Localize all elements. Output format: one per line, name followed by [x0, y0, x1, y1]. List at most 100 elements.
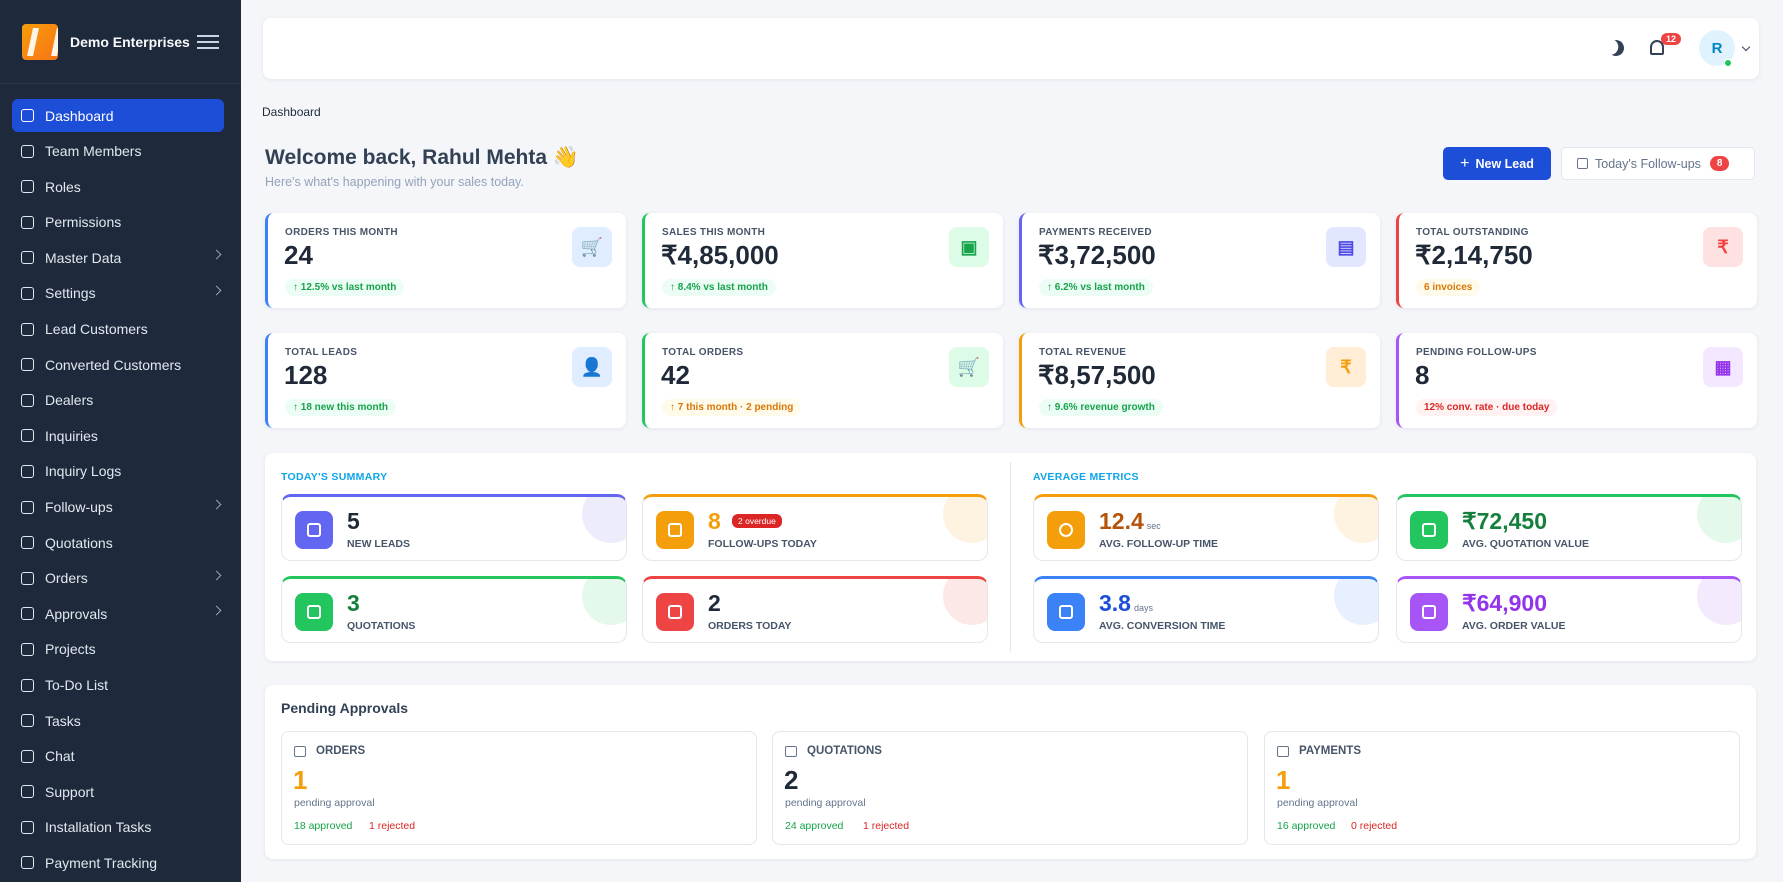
summary-orders-today[interactable]: 2 ORDERS TODAY [642, 576, 988, 643]
sidebar-item-payment-tracking[interactable]: Payment Tracking [12, 846, 224, 879]
average-metrics-title: AVERAGE METRICS [1033, 471, 1139, 483]
metric-value: 3.8 days [1099, 590, 1153, 617]
sidebar-item-label: Converted Customers [45, 356, 182, 373]
chevron-down-icon[interactable] [1741, 42, 1751, 52]
sidebar-item-label: Support [45, 783, 95, 800]
stat-card-pending-follow-ups[interactable]: PENDING FOLLOW-UPS 8 12% conv. rate · du… [1396, 333, 1757, 428]
sidebar-item-label: Projects [45, 641, 96, 658]
todays-follow-ups-button[interactable]: Today's Follow-ups 8 [1561, 147, 1755, 180]
new-lead-button[interactable]: + New Lead [1443, 147, 1551, 180]
sliders-icon [21, 251, 34, 265]
stat-label: ORDERS THIS MONTH [285, 227, 398, 238]
stat-label: SALES THIS MONTH [662, 227, 766, 238]
group-icon [21, 322, 34, 336]
summary-label: QUOTATIONS [347, 620, 416, 632]
calendar-icon [656, 511, 694, 549]
breadcrumb: Dashboard [262, 105, 321, 119]
stat-card-orders-this-month[interactable]: ORDERS THIS MONTH 24 ↑ 12.5% vs last mon… [265, 213, 626, 308]
page-title: Welcome back, Rahul Mehta 👋 [265, 146, 580, 169]
metric-avg-order-value[interactable]: ₹64,900 AVG. ORDER VALUE [1396, 576, 1742, 643]
sidebar-item-roles[interactable]: Roles [12, 170, 224, 203]
approval-card-header: ORDERS [294, 745, 365, 757]
approval-subtext: pending approval [294, 797, 375, 809]
sidebar-item-follow-ups[interactable]: Follow-ups [12, 491, 224, 524]
bell-icon[interactable] [1650, 40, 1664, 55]
sidebar-item-installation-tasks[interactable]: Installation Tasks [12, 811, 224, 844]
sidebar-item-label: Inquiry Logs [45, 463, 122, 480]
sidebar-item-team-members[interactable]: Team Members [12, 135, 224, 168]
stat-card-sales-this-month[interactable]: SALES THIS MONTH ₹4,85,000 ↑ 8.4% vs las… [642, 213, 1003, 308]
top-bar: 12 R [263, 18, 1759, 79]
metric-label: AVG. ORDER VALUE [1462, 620, 1566, 632]
approval-count: 2 [784, 765, 799, 795]
summary-quotations[interactable]: 3 QUOTATIONS [281, 576, 627, 643]
summary-value: 2 [708, 590, 721, 616]
calendar-icon [1577, 158, 1588, 169]
sidebar-item-label: Chat [45, 748, 75, 765]
new-lead-label: New Lead [1475, 156, 1534, 171]
stat-trend: ↑ 7 this month · 2 pending [662, 399, 802, 416]
sidebar-item-permissions[interactable]: Permissions [12, 206, 224, 239]
cart-icon: 🛒 [949, 347, 989, 387]
sidebar-item-master-data[interactable]: Master Data [12, 241, 224, 274]
sidebar-item-lead-customers[interactable]: Lead Customers [12, 313, 224, 346]
stat-trend: ↑ 18 new this month [285, 399, 397, 416]
stat-card-payments-received[interactable]: PAYMENTS RECEIVED ₹3,72,500 ↑ 6.2% vs la… [1019, 213, 1380, 308]
moon-icon[interactable] [1606, 38, 1627, 59]
menu-toggle-icon[interactable] [197, 34, 219, 49]
summary-new-leads[interactable]: 5 NEW LEADS [281, 494, 627, 561]
stat-card-total-leads[interactable]: TOTAL LEADS 128 ↑ 18 new this month 👤 [265, 333, 626, 428]
sidebar-item-projects[interactable]: Projects [12, 633, 224, 666]
summary-follow-ups-today[interactable]: 8 2 overdue FOLLOW-UPS TODAY [642, 494, 988, 561]
approval-card-quotations[interactable]: QUOTATIONS 2 pending approval 24 approve… [772, 731, 1248, 845]
sidebar-item-label: Master Data [45, 249, 122, 266]
sidebar-item-label: Dealers [45, 392, 94, 409]
sidebar-item-converted-customers[interactable]: Converted Customers [12, 348, 224, 381]
sidebar-item-tasks[interactable]: Tasks [12, 704, 224, 737]
approval-card-title: ORDERS [316, 745, 366, 757]
sidebar-item-todo-list[interactable]: To-Do List [12, 669, 224, 702]
sidebar-item-chat[interactable]: Chat [12, 740, 224, 773]
cart-icon [1410, 593, 1448, 631]
approval-card-orders[interactable]: ORDERS 1 pending approval 18 approved 1 … [281, 731, 757, 845]
sidebar-item-quotations[interactable]: Quotations [12, 526, 224, 559]
document-icon [21, 536, 34, 550]
stat-trend: 12% conv. rate · due today [1416, 399, 1558, 416]
stat-label: PAYMENTS RECEIVED [1039, 227, 1152, 238]
stat-card-total-revenue[interactable]: TOTAL REVENUE ₹8,57,500 ↑ 9.6% revenue g… [1019, 333, 1380, 428]
sidebar-item-label: Approvals [45, 605, 108, 622]
sidebar-item-inquiries[interactable]: Inquiries [12, 419, 224, 452]
metric-value: ₹72,450 [1462, 508, 1547, 534]
stat-card-total-outstanding[interactable]: TOTAL OUTSTANDING ₹2,14,750 6 invoices ₹ [1396, 213, 1757, 308]
divider [1010, 462, 1011, 652]
approval-card-payments[interactable]: PAYMENTS 1 pending approval 16 approved … [1264, 731, 1740, 845]
metric-value: ₹64,900 [1462, 590, 1547, 616]
sidebar-item-label: Dashboard [45, 107, 114, 124]
users-icon [21, 144, 34, 158]
sidebar-item-settings[interactable]: Settings [12, 277, 224, 310]
clock-icon [1047, 511, 1085, 549]
sidebar-item-orders[interactable]: Orders [12, 562, 224, 595]
sidebar-item-support[interactable]: Support [12, 775, 224, 808]
approval-subtext: pending approval [1277, 797, 1358, 809]
receipt-icon [21, 571, 34, 585]
chat-icon [21, 749, 34, 763]
sidebar-item-label: Lead Customers [45, 321, 148, 338]
metric-avg-quotation-value[interactable]: ₹72,450 AVG. QUOTATION VALUE [1396, 494, 1742, 561]
sidebar-item-inquiry-logs[interactable]: Inquiry Logs [12, 455, 224, 488]
sidebar-item-dashboard[interactable]: Dashboard [12, 99, 224, 132]
sidebar-item-dealers[interactable]: Dealers [12, 384, 224, 417]
metric-unit: days [1133, 603, 1153, 613]
sidebar-item-label: Team Members [45, 143, 142, 160]
summary-label: NEW LEADS [347, 538, 410, 550]
cash-icon: ▣ [949, 227, 989, 267]
phone-icon [21, 500, 34, 514]
stat-card-total-orders[interactable]: TOTAL ORDERS 42 ↑ 7 this month · 2 pendi… [642, 333, 1003, 428]
metric-avg-conversion-time[interactable]: 3.8 days AVG. CONVERSION TIME [1033, 576, 1379, 643]
gear-icon [21, 286, 34, 300]
headset-icon [21, 785, 34, 799]
metric-avg-follow-up-time[interactable]: 12.4 sec AVG. FOLLOW-UP TIME [1033, 494, 1379, 561]
sidebar-item-approvals[interactable]: Approvals [12, 597, 224, 630]
dashboard-icon [21, 109, 34, 122]
chevron-right-icon [211, 285, 222, 296]
